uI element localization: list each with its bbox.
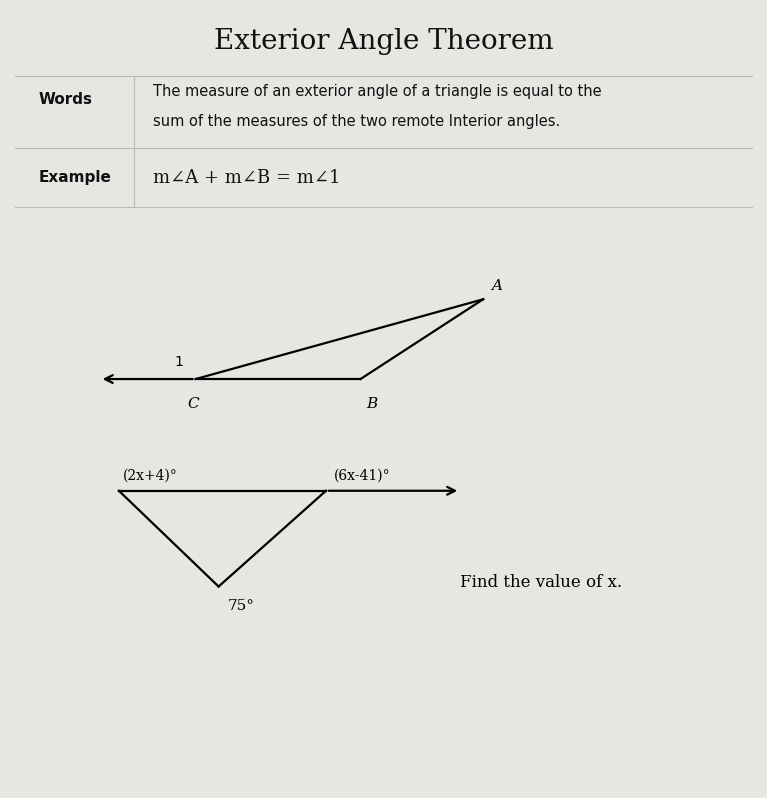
Text: 75°: 75° [228, 598, 255, 613]
Text: The measure of an exterior angle of a triangle is equal to the: The measure of an exterior angle of a tr… [153, 84, 602, 99]
Text: sum of the measures of the two remote Interior angles.: sum of the measures of the two remote In… [153, 114, 561, 129]
Text: Example: Example [38, 170, 111, 185]
Text: Exterior Angle Theorem: Exterior Angle Theorem [214, 28, 553, 55]
Text: Find the value of x.: Find the value of x. [460, 574, 622, 591]
Text: B: B [367, 397, 378, 411]
Text: C: C [187, 397, 199, 411]
Text: m∠A + m∠B = m∠1: m∠A + m∠B = m∠1 [153, 168, 341, 187]
Text: (6x-41)°: (6x-41)° [334, 468, 390, 483]
Text: Words: Words [38, 93, 92, 107]
Text: A: A [491, 279, 502, 293]
Text: 1: 1 [174, 354, 183, 369]
Text: (2x+4)°: (2x+4)° [123, 468, 178, 483]
